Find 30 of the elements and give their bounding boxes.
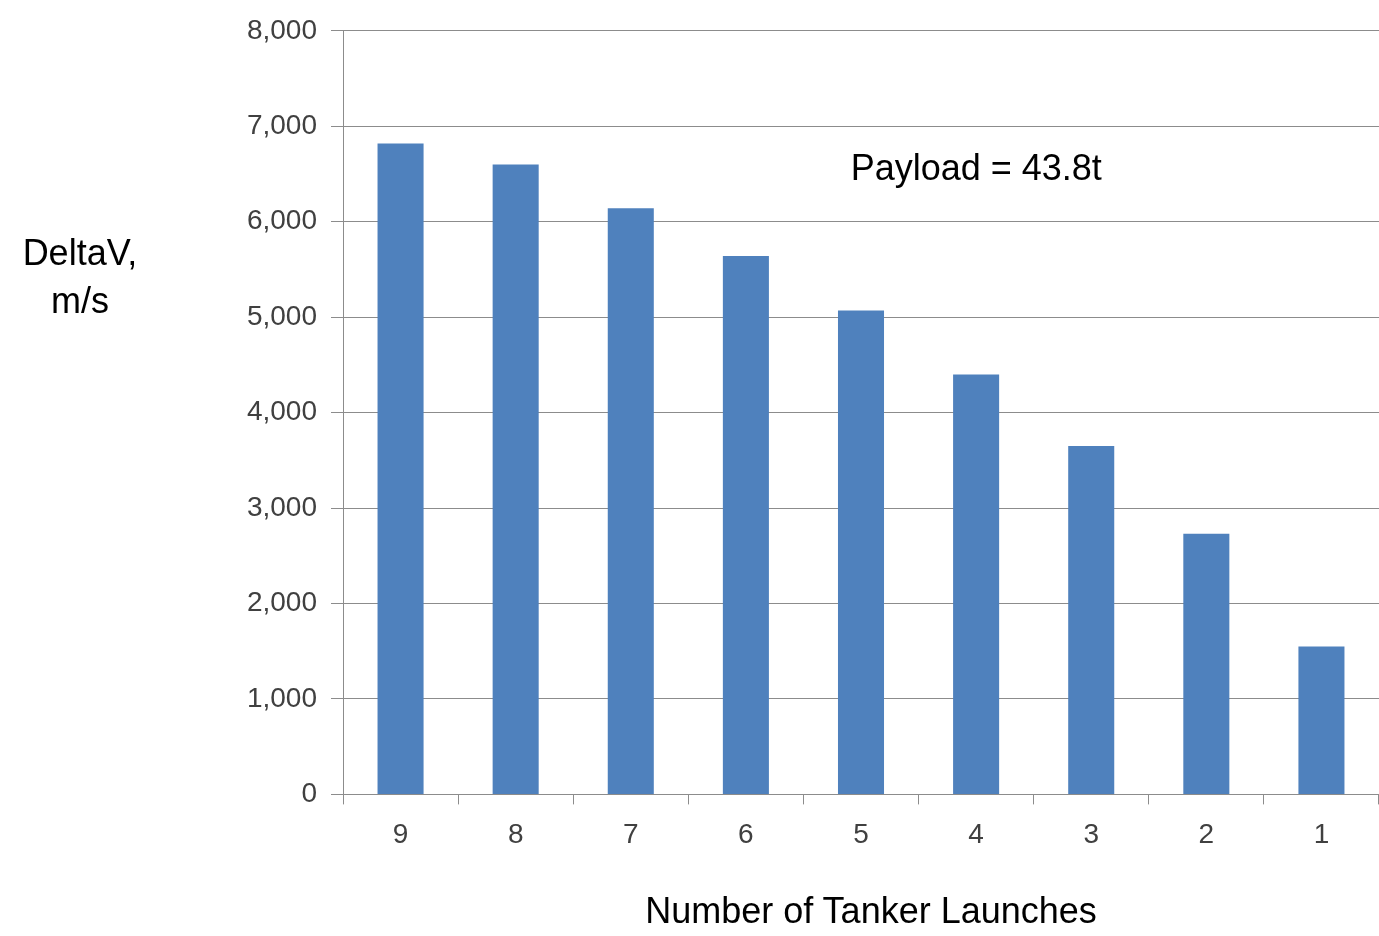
- x-tick-label: 5: [853, 817, 869, 849]
- x-tick-label: 7: [622, 817, 639, 849]
- y-tick-label: 7,000: [246, 108, 317, 140]
- x-tick-label: 1: [1313, 817, 1330, 849]
- x-tick-label: 3: [1083, 817, 1100, 849]
- x-axis-title: Number of Tanker Launches: [645, 889, 1097, 931]
- bar: [1068, 446, 1115, 794]
- x-tick-label: 8: [507, 817, 524, 849]
- y-tick-label: 6,000: [246, 204, 317, 236]
- bar: [492, 164, 539, 794]
- bar: [722, 256, 769, 794]
- x-tick-label: 6: [738, 817, 754, 849]
- y-tick-label: 1,000: [246, 681, 317, 713]
- y-tick-label: 8,000: [246, 13, 317, 45]
- y-axis-title: DeltaV, m/s: [22, 231, 138, 321]
- bar: [837, 310, 885, 794]
- x-tick-label: 9: [392, 817, 409, 849]
- x-tick-label: 4: [968, 817, 984, 849]
- y-tick-label: 0: [301, 777, 317, 809]
- x-tick-label: 2: [1198, 817, 1215, 849]
- bar: [607, 208, 654, 794]
- bar: [953, 374, 1000, 794]
- y-tick-label: 2,000: [246, 586, 317, 618]
- annotation: Payload = 43.8t: [850, 146, 1102, 188]
- bar: [377, 143, 424, 794]
- y-tick-label: 3,000: [246, 490, 317, 522]
- y-tick-label: 4,000: [246, 395, 317, 427]
- bar: [1183, 533, 1230, 794]
- y-tick-label: 5,000: [246, 299, 317, 331]
- bar: [1298, 646, 1345, 794]
